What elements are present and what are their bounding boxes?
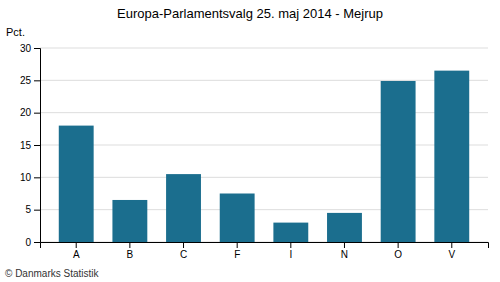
grid-line: [40, 145, 488, 146]
chart: Europa-Parlamentsvalg 25. maj 2014 - Mej…: [0, 0, 500, 282]
y-axis-label: Pct.: [6, 26, 25, 38]
y-tick-mark: [34, 242, 40, 243]
x-tick-mark: [237, 242, 238, 248]
x-tick-mark: [183, 242, 184, 248]
x-tick: F: [234, 242, 240, 260]
x-tick-label: F: [234, 249, 240, 260]
y-tick: 30: [20, 43, 40, 54]
bar: [434, 71, 469, 242]
y-tick-mark: [34, 210, 40, 211]
x-tick-mark: [76, 242, 77, 248]
y-tick-label: 20: [20, 107, 32, 118]
y-tick-mark: [34, 113, 40, 114]
y-axis-line: [34, 49, 41, 243]
x-tick-mark: [398, 242, 399, 248]
y-tick: 0: [25, 237, 40, 248]
x-tick-mark: [129, 242, 130, 248]
x-tick-mark: [290, 242, 291, 248]
bar: [59, 126, 94, 242]
x-tick-label: A: [73, 249, 80, 260]
y-tick-label: 5: [25, 204, 31, 215]
x-tick-label: V: [448, 249, 455, 260]
y-tick-mark: [34, 48, 40, 49]
bar: [112, 200, 147, 242]
bar: [273, 223, 308, 242]
x-tick-label: B: [127, 249, 134, 260]
y-tick-mark: [34, 177, 40, 178]
title: Europa-Parlamentsvalg 25. maj 2014 - Mej…: [117, 6, 383, 21]
x-tick: I: [289, 242, 292, 260]
x-tick-label: C: [180, 249, 187, 260]
bar: [220, 194, 255, 243]
x-tick-label: I: [289, 249, 292, 260]
y-tick-label: 25: [20, 75, 32, 86]
x-tick: O: [394, 242, 402, 260]
y-tick: 10: [20, 172, 40, 183]
grid-line: [40, 209, 488, 210]
grid-line: [40, 48, 488, 49]
y-tick: 15: [20, 140, 40, 151]
y-tick-label: 10: [20, 172, 32, 183]
bars: [59, 71, 469, 242]
x-tick: B: [127, 242, 134, 260]
x-axis-line: [41, 243, 489, 249]
x-tick: N: [341, 242, 348, 260]
x-tick-label: N: [341, 249, 348, 260]
x-tick: V: [448, 242, 455, 260]
grid: [40, 48, 488, 242]
bar: [327, 213, 362, 242]
x-tick: C: [180, 242, 187, 260]
x-tick-mark: [451, 242, 452, 248]
bar: [381, 81, 416, 242]
grid-line: [40, 80, 488, 81]
y-tick-label: 30: [20, 43, 32, 54]
plot: 0 5 10 15 20 25 30 A B C F I N O V: [20, 43, 489, 260]
grid-line: [40, 112, 488, 113]
x-axis: ABCFINOV: [41, 242, 489, 260]
x-tick: A: [73, 242, 80, 260]
y-axis: 0 5 10 15 20 25 30: [20, 43, 41, 248]
y-tick-label: 15: [20, 140, 32, 151]
x-tick-label: O: [394, 249, 402, 260]
y-tick-mark: [34, 145, 40, 146]
grid-line: [40, 177, 488, 178]
y-tick: 20: [20, 107, 40, 118]
y-tick-mark: [34, 80, 40, 81]
footer: © Danmarks Statistik: [5, 268, 100, 279]
x-tick-mark: [344, 242, 345, 248]
y-tick: 5: [25, 204, 40, 215]
y-tick-label: 0: [25, 237, 31, 248]
y-tick: 25: [20, 75, 40, 86]
bar: [166, 174, 201, 242]
